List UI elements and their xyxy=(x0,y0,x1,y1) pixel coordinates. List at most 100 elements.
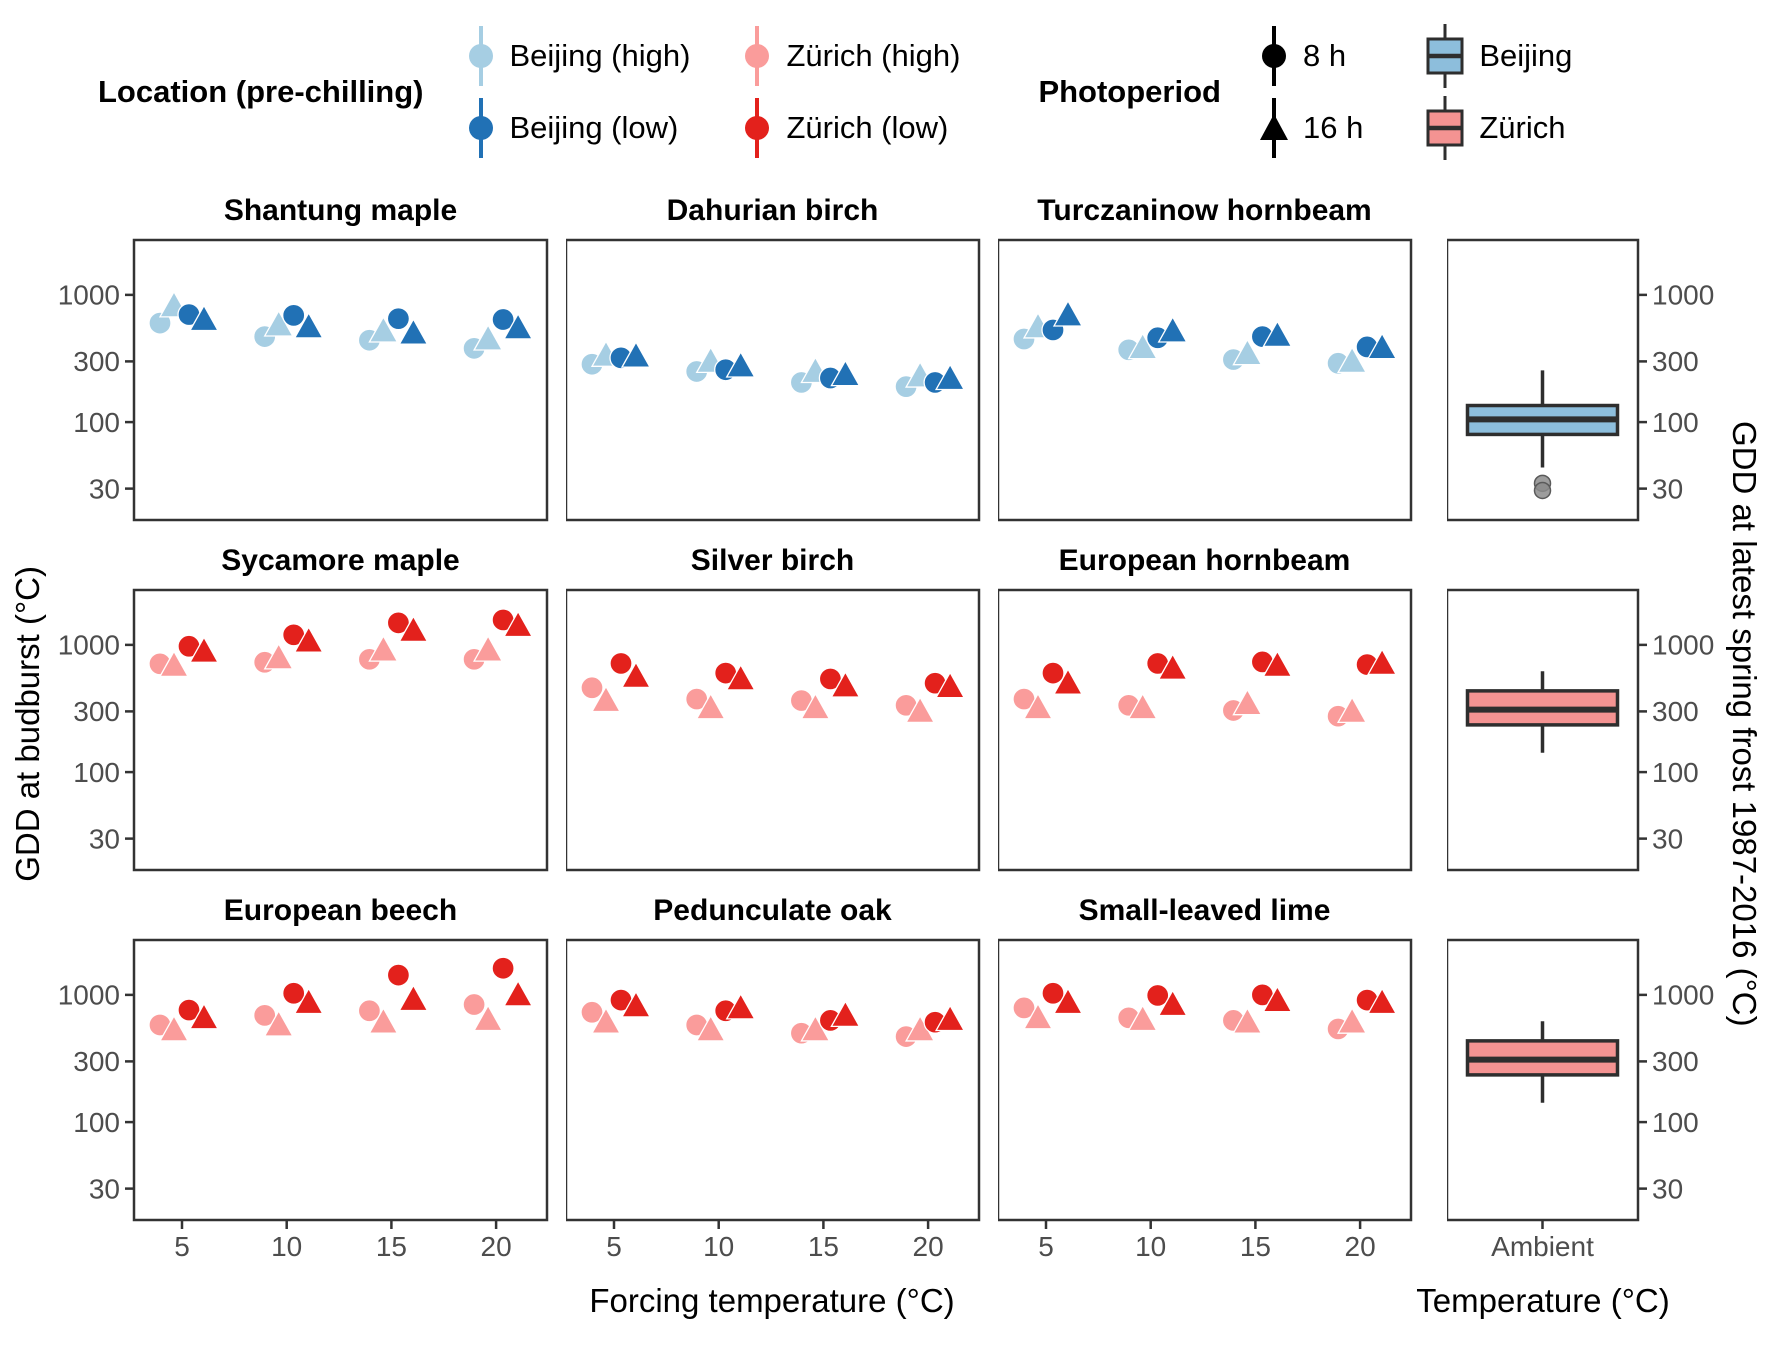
point-low_16h xyxy=(398,317,429,345)
tick-label: 15 xyxy=(808,1231,839,1262)
point-low_8h xyxy=(491,956,515,980)
point-low_8h xyxy=(282,303,306,328)
panel-title-empty xyxy=(1447,178,1722,234)
panel-european-hornbeam: European hornbeam xyxy=(998,528,1447,878)
point-low_8h xyxy=(386,963,411,987)
plot-small-leaved-lime: 5 10 15 20 xyxy=(998,938,1413,1262)
tick-label: 20 xyxy=(913,1231,944,1262)
point-high_16h xyxy=(472,1004,504,1032)
point-low_16h xyxy=(1157,652,1188,680)
tick-label: 300 xyxy=(1652,696,1699,727)
point-low_8h xyxy=(1146,983,1170,1008)
point-high_16h xyxy=(263,642,294,670)
panel-border xyxy=(998,588,1413,872)
plot-boxplot-z-rich: 30 100 300 1000 xyxy=(1447,588,1714,872)
panel-title-empty xyxy=(1447,528,1722,584)
tick-label: 10 xyxy=(271,1231,302,1262)
point-low_16h xyxy=(502,610,534,638)
plot-silver-birch xyxy=(566,588,981,872)
point-high_16h xyxy=(368,315,399,343)
legend-entry-8h: 8 h xyxy=(1257,23,1363,89)
point-high_16h xyxy=(904,696,936,724)
tick-label: 10 xyxy=(703,1231,734,1262)
tick-label: 15 xyxy=(1240,1231,1271,1262)
point-low_16h xyxy=(1157,315,1188,343)
x-axis-titles: Forcing temperature (°C) Temperature (°C… xyxy=(6,1270,1766,1336)
tick-label: 20 xyxy=(1345,1231,1376,1262)
plot-boxplot-z-rich: 30 100 300 1000 Ambient xyxy=(1447,938,1714,1262)
point-low_16h xyxy=(934,363,966,391)
point-high_8h xyxy=(580,676,604,700)
boxplot-panel-z-rich-row2: 30 100 300 1000 xyxy=(1447,528,1722,878)
tick-label: 10 xyxy=(1135,1231,1166,1262)
tick-label: 100 xyxy=(1652,757,1699,788)
point-low_8h xyxy=(386,307,411,331)
point-low_16h xyxy=(293,311,324,339)
legend-entry-beijing-high: Beijing (high) xyxy=(464,23,690,89)
plot-european-beech: 30 100 300 1000 5 10 15 20 xyxy=(58,938,549,1262)
legend-label: 8 h xyxy=(1302,38,1347,73)
legend-location-title: Location (pre-chilling) xyxy=(98,74,424,109)
point-low_16h xyxy=(1262,985,1293,1013)
legend-photoperiod-title: Photoperiod xyxy=(1038,74,1221,109)
pointrange-triangle-black-icon xyxy=(1257,95,1291,161)
tick-label: 1000 xyxy=(58,980,120,1011)
panel-title: European hornbeam xyxy=(1058,544,1351,577)
point-high_8h xyxy=(462,992,486,1017)
plot-pedunculate-oak: 5 10 15 20 xyxy=(566,938,981,1262)
point-low_16h xyxy=(830,670,861,698)
x-axis-title-forcing: Forcing temperature (°C) xyxy=(589,1282,955,1319)
panel-european-beech: European beech 30 100 300 1000 5 10 15 20 xyxy=(50,878,566,1270)
panel-border xyxy=(566,588,981,872)
panel-border xyxy=(132,588,549,872)
point-high_16h xyxy=(695,1014,726,1042)
panel-small-leaved-lime: Small-leaved lime 5 10 15 20 xyxy=(998,878,1447,1270)
point-low_16h xyxy=(188,1002,220,1030)
plot-shantung-maple: 30 100 300 1000 xyxy=(58,238,549,522)
point-high_8h xyxy=(357,999,382,1023)
x-axis-title-ambient: Temperature (°C) xyxy=(1416,1282,1670,1319)
pointrange-circle-icon xyxy=(740,23,774,89)
legend-column-boxplots: Beijing Zürich xyxy=(1423,23,1572,161)
panel-silver-birch: Silver birch xyxy=(566,528,998,878)
figure-legend: Location (pre-chilling) Beijing (high) B… xyxy=(6,12,1766,178)
point-low_16h xyxy=(398,984,429,1012)
tick-label: 20 xyxy=(481,1231,512,1262)
panel-border xyxy=(132,238,549,522)
tick-label: 300 xyxy=(73,1046,120,1077)
point-high_16h xyxy=(158,1014,190,1042)
y-axis-title-right: GDD at latest spring frost 1987-2016 (°C… xyxy=(1726,421,1763,1027)
point-low_8h xyxy=(609,651,633,676)
point-high_16h xyxy=(1127,692,1158,720)
point-low_16h xyxy=(502,979,534,1007)
pointrange-circle-black-icon xyxy=(1257,23,1291,89)
tick-label: 1000 xyxy=(1652,980,1714,1011)
panel-pedunculate-oak: Pedunculate oak 5 10 15 20 xyxy=(566,878,998,1270)
point-low_16h xyxy=(620,990,652,1018)
tick-label: Ambient xyxy=(1491,1231,1594,1262)
point-low_16h xyxy=(502,312,534,340)
legend-column-zurich: Zürich (high) Zürich (low) xyxy=(740,23,960,161)
boxplot-key-icon xyxy=(1423,95,1467,161)
point-low_16h xyxy=(725,992,756,1020)
tick-label: 1000 xyxy=(58,630,120,661)
point-low_16h xyxy=(1052,299,1084,327)
point-low_16h xyxy=(1366,987,1398,1015)
tick-label: 30 xyxy=(1652,1173,1683,1204)
point-low_16h xyxy=(398,615,429,643)
tick-label: 300 xyxy=(1652,1046,1699,1077)
tick-label: 5 xyxy=(1038,1231,1054,1262)
pointrange-circle-icon xyxy=(464,23,498,89)
tick-label: 1000 xyxy=(58,280,120,311)
legend-label: Zürich (high) xyxy=(786,38,961,73)
point-high_16h xyxy=(1232,688,1263,716)
panel-title: Pedunculate oak xyxy=(653,894,892,927)
tick-label: 1000 xyxy=(1652,280,1714,311)
point-low_16h xyxy=(1157,989,1188,1017)
point-high_16h xyxy=(368,634,399,662)
point-high_16h xyxy=(472,323,504,351)
legend-entry-zurich-low: Zürich (low) xyxy=(740,95,960,161)
legend-entry-box-zurich: Zürich xyxy=(1423,95,1572,161)
point-low_16h xyxy=(1052,987,1084,1015)
